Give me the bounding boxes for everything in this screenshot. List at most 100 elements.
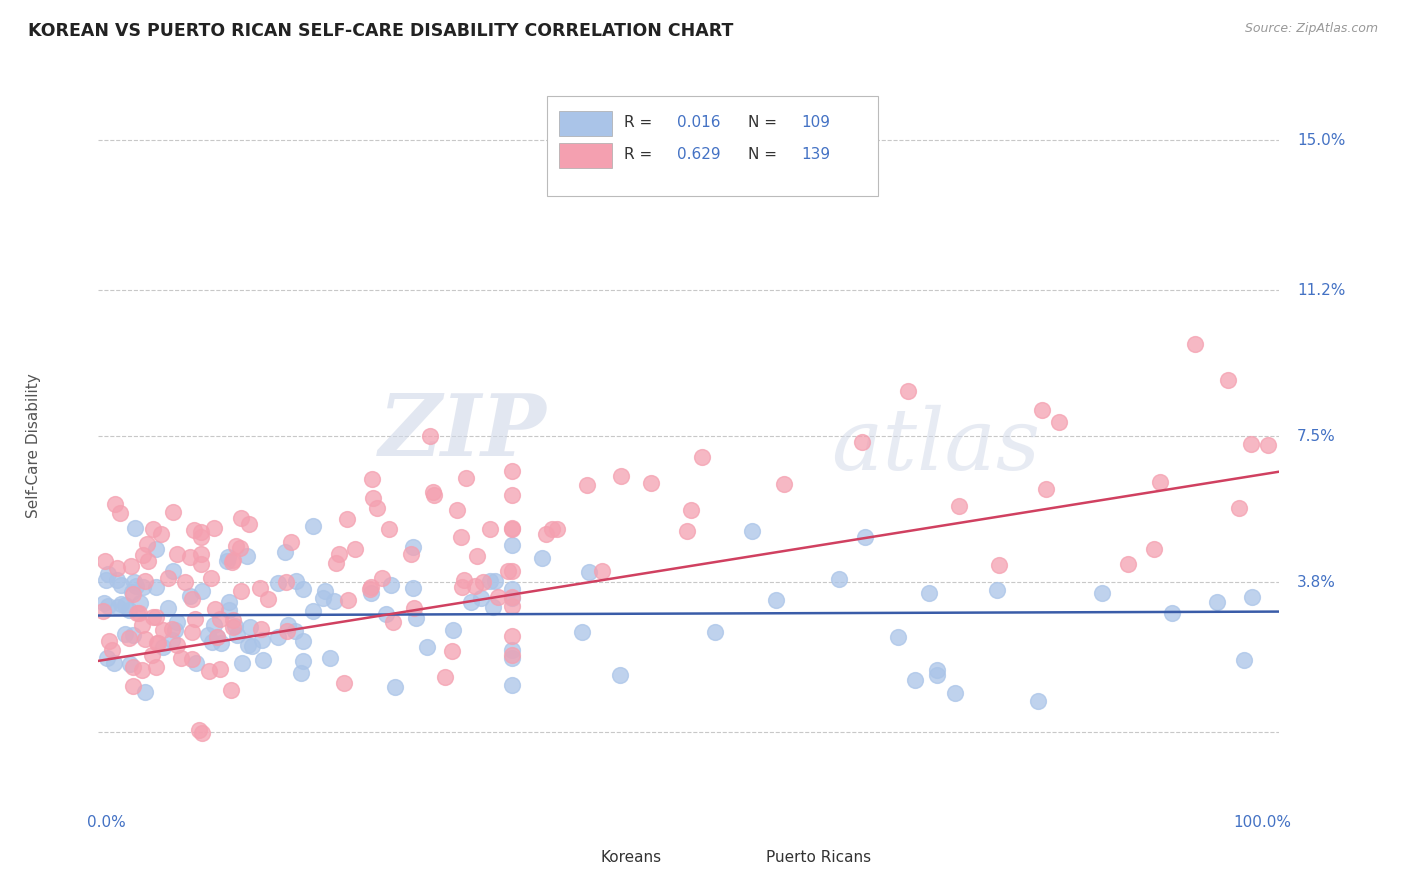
Point bbox=[146, 636, 169, 650]
Point bbox=[97, 567, 120, 582]
Point bbox=[471, 574, 494, 589]
Point bbox=[118, 603, 141, 617]
Point bbox=[145, 659, 167, 673]
Point bbox=[239, 620, 262, 634]
Point bbox=[145, 542, 167, 557]
Point bbox=[479, 574, 502, 589]
Text: 11.2%: 11.2% bbox=[1298, 283, 1346, 298]
Point bbox=[97, 633, 120, 648]
Point bbox=[179, 550, 201, 565]
Point bbox=[107, 599, 129, 614]
Point bbox=[292, 582, 315, 597]
Point bbox=[138, 553, 160, 567]
Point bbox=[145, 610, 167, 624]
Point bbox=[179, 590, 201, 604]
Point bbox=[314, 584, 336, 599]
Point bbox=[204, 602, 226, 616]
Point bbox=[609, 668, 631, 682]
Point bbox=[381, 615, 404, 630]
Point bbox=[229, 510, 252, 524]
Point bbox=[576, 478, 599, 492]
Point bbox=[384, 681, 406, 695]
Text: Self-Care Disability: Self-Care Disability bbox=[25, 374, 41, 518]
Point bbox=[484, 574, 506, 588]
Point bbox=[197, 627, 219, 641]
Point bbox=[501, 591, 523, 605]
Point bbox=[501, 643, 523, 657]
Point bbox=[145, 580, 167, 594]
Point bbox=[200, 635, 222, 649]
Point bbox=[114, 627, 136, 641]
Point bbox=[1160, 607, 1182, 621]
Point bbox=[1257, 437, 1279, 451]
Point bbox=[205, 630, 228, 644]
Point bbox=[277, 617, 299, 632]
Point bbox=[1047, 415, 1070, 429]
Point bbox=[359, 582, 381, 596]
Text: 0.0%: 0.0% bbox=[87, 814, 125, 830]
Point bbox=[166, 615, 188, 630]
Point bbox=[174, 575, 197, 590]
Point bbox=[93, 604, 115, 618]
Point bbox=[301, 604, 323, 618]
Point bbox=[121, 679, 143, 693]
Point bbox=[828, 573, 851, 587]
Point bbox=[209, 612, 232, 626]
Point bbox=[217, 550, 239, 565]
Point bbox=[122, 587, 145, 601]
Point bbox=[415, 640, 437, 654]
Point bbox=[675, 524, 697, 538]
Point bbox=[125, 606, 148, 620]
Point bbox=[274, 545, 297, 559]
Point bbox=[453, 573, 475, 587]
Point bbox=[191, 584, 214, 599]
Point bbox=[249, 581, 271, 595]
Point bbox=[187, 723, 209, 737]
Point bbox=[200, 571, 222, 585]
Point bbox=[221, 553, 243, 567]
Point bbox=[120, 559, 142, 574]
Point bbox=[319, 651, 342, 665]
Point bbox=[252, 633, 274, 648]
Point bbox=[284, 624, 307, 638]
Point bbox=[94, 553, 117, 567]
Point bbox=[501, 582, 523, 596]
Text: Koreans: Koreans bbox=[600, 849, 661, 864]
Point bbox=[446, 503, 468, 517]
Point bbox=[129, 596, 152, 610]
Point bbox=[198, 664, 221, 678]
Point bbox=[219, 683, 242, 698]
Point bbox=[440, 644, 463, 658]
Point bbox=[103, 656, 125, 670]
Point bbox=[366, 500, 388, 515]
Point bbox=[405, 611, 427, 625]
Point bbox=[221, 555, 243, 569]
Point bbox=[240, 640, 263, 654]
Point bbox=[422, 488, 444, 502]
Point bbox=[1233, 653, 1256, 667]
Point bbox=[401, 582, 423, 596]
Point bbox=[152, 623, 174, 637]
Text: 3.8%: 3.8% bbox=[1298, 574, 1336, 590]
Point bbox=[681, 503, 703, 517]
Point bbox=[274, 575, 297, 590]
Point bbox=[165, 624, 187, 638]
Point bbox=[501, 488, 523, 502]
Point bbox=[1143, 541, 1166, 556]
Point bbox=[986, 583, 1008, 598]
FancyBboxPatch shape bbox=[713, 851, 759, 863]
Point bbox=[534, 527, 557, 541]
Point bbox=[134, 632, 156, 647]
Point bbox=[1184, 337, 1206, 351]
Point bbox=[470, 591, 492, 605]
Point bbox=[105, 574, 128, 588]
Point bbox=[501, 464, 523, 478]
Point bbox=[190, 726, 212, 740]
Point bbox=[134, 574, 156, 588]
Point bbox=[530, 550, 553, 565]
Point bbox=[501, 629, 523, 643]
Point bbox=[162, 633, 184, 648]
Text: 139: 139 bbox=[801, 147, 831, 162]
Text: ZIP: ZIP bbox=[380, 390, 547, 474]
Point bbox=[190, 547, 212, 561]
